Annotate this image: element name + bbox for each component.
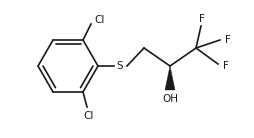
Text: Cl: Cl [95, 15, 105, 25]
Polygon shape [165, 66, 175, 90]
Text: S: S [117, 61, 123, 71]
Text: Cl: Cl [84, 111, 94, 121]
Text: F: F [223, 61, 229, 71]
Text: F: F [225, 35, 231, 45]
Text: OH: OH [162, 94, 178, 104]
Text: F: F [199, 14, 205, 24]
